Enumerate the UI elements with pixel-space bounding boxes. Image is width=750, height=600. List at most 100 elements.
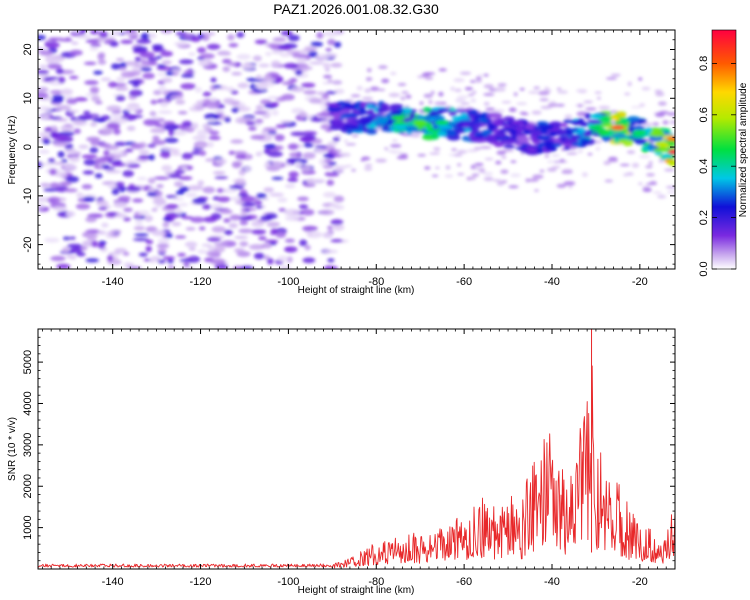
heatmap-noise-cell	[44, 128, 53, 132]
heatmap-ridge-cell	[461, 135, 471, 142]
heatmap-noise-cell	[320, 124, 332, 130]
heatmap-noise-cell	[109, 41, 119, 47]
heatmap-fringe-cell	[547, 160, 555, 164]
heatmap-noise-cell	[60, 159, 68, 163]
heatmap-ridge-cell	[520, 147, 530, 154]
heatmap-frame	[37, 29, 676, 270]
x-tick-label: -140	[102, 276, 124, 288]
heatmap-noise-cell	[106, 122, 121, 130]
heatmap-peak-cell	[413, 120, 428, 126]
heatmap-noise-cell	[263, 127, 278, 132]
heatmap-fringe-cell	[457, 149, 468, 154]
heatmap-noise-cell	[50, 90, 64, 95]
heatmap-fringe-cell	[419, 101, 424, 105]
heatmap-noise-cell	[172, 130, 187, 136]
x-tick-label: -60	[456, 576, 472, 588]
heatmap-fringe-cell	[605, 77, 618, 80]
heatmap-noise-cell	[181, 120, 193, 128]
heatmap-noise-cell	[303, 90, 317, 95]
heatmap-fringe-cell	[526, 178, 539, 182]
heatmap-ridge-cell	[405, 125, 419, 133]
heatmap-noise-cell	[134, 56, 142, 62]
heatmap-fringe-cell	[581, 172, 589, 178]
heatmap-noise-cell	[131, 66, 140, 70]
heatmap-noise-cell	[91, 240, 99, 248]
heatmap-noise-cell	[174, 235, 187, 239]
heatmap-noise-cell	[260, 243, 273, 249]
heatmap-fringe-cell	[483, 176, 494, 182]
heatmap-ridge-cell	[583, 131, 591, 137]
heatmap-fringe-cell	[411, 132, 422, 135]
heatmap-noise-cell	[62, 246, 70, 253]
heatmap-noise-cell	[153, 176, 170, 180]
heatmap-fringe-cell	[438, 68, 447, 72]
heatmap-fringe-cell	[583, 100, 593, 104]
heatmap-noise-cell	[108, 81, 118, 88]
x-tick-label: -80	[368, 276, 384, 288]
heatmap-noise-cell	[173, 181, 184, 188]
heatmap-noise-cell	[85, 39, 100, 43]
heatmap-noise-cell	[157, 238, 170, 245]
heatmap-noise-cell	[147, 57, 158, 62]
heatmap-noise-cell	[127, 70, 141, 77]
heatmap-noise-cell	[180, 83, 196, 90]
heatmap-noise-cell	[183, 262, 190, 267]
heatmap-noise-cell	[97, 230, 106, 235]
heatmap-fringe-cell	[495, 160, 502, 165]
heatmap-fringe-cell	[654, 112, 666, 118]
heatmap-fringe-cell	[509, 107, 516, 112]
heatmap-fringe-cell	[497, 83, 507, 87]
heatmap-fringe-cell	[551, 153, 561, 158]
heatmap-fringe-cell	[424, 76, 434, 80]
heatmap-noise-cell	[319, 209, 335, 215]
heatmap-ridge-cell	[502, 123, 513, 129]
heatmap-fringe-cell	[456, 105, 466, 110]
heatmap-noise-cell	[231, 71, 242, 76]
heatmap-noise-cell	[98, 143, 111, 148]
heatmap-noise-cell	[231, 107, 239, 113]
heatmap-noise-cell	[205, 102, 220, 109]
heatmap-noise-cell	[238, 228, 253, 234]
heatmap-fringe-cell	[528, 90, 540, 94]
heatmap-noise-cell	[83, 110, 91, 115]
heatmap-noise-cell	[292, 52, 301, 58]
heatmap-fringe-cell	[433, 148, 441, 152]
heatmap-noise-cell	[274, 134, 285, 142]
y-tick-label: 20	[22, 43, 34, 55]
heatmap-fringe-cell	[351, 168, 356, 172]
heatmap-noise-cell	[192, 135, 208, 141]
heatmap-fringe-cell	[390, 72, 397, 75]
x-tick-label: -40	[544, 576, 560, 588]
heatmap-noise-cell	[163, 217, 172, 221]
heatmap-fringe-cell	[343, 139, 349, 143]
heatmap-fringe-cell	[544, 86, 550, 91]
heatmap-noise-cell	[207, 245, 216, 251]
heatmap-fringe-cell	[351, 135, 359, 137]
heatmap-noise-cell	[114, 248, 127, 253]
heatmap-ridge-cell	[622, 139, 634, 147]
heatmap-fringe-cell	[483, 84, 494, 89]
heatmap-noise-cell	[202, 186, 216, 194]
heatmap-ridge-cell	[613, 137, 621, 144]
heatmap-noise-cell	[129, 114, 144, 119]
heatmap-noise-cell	[161, 60, 172, 65]
heatmap-fringe-cell	[460, 102, 470, 105]
heatmap-noise-cell	[137, 210, 150, 216]
heatmap-noise-cell	[279, 120, 292, 124]
heatmap-ridge-cell	[475, 134, 485, 139]
heatmap-noise-cell	[161, 164, 172, 172]
heatmap-noise-cell	[179, 186, 190, 193]
heatmap-noise-cell	[233, 248, 245, 253]
heatmap-noise-cell	[59, 38, 73, 42]
heatmap-fringe-cell	[502, 149, 514, 152]
heatmap-noise-cell	[97, 53, 105, 61]
heatmap-fringe-cell	[453, 153, 463, 157]
heatmap-noise-cell	[93, 70, 103, 75]
heatmap-fringe-cell	[356, 85, 363, 91]
heatmap-fringe-cell	[345, 143, 357, 146]
heatmap-fringe-cell	[501, 180, 508, 183]
heatmap-noise-cell	[125, 148, 134, 153]
heatmap-y-label: Frequency (Hz)	[7, 116, 18, 185]
heatmap-noise-cell	[192, 197, 207, 205]
heatmap-noise-cell	[107, 254, 114, 262]
